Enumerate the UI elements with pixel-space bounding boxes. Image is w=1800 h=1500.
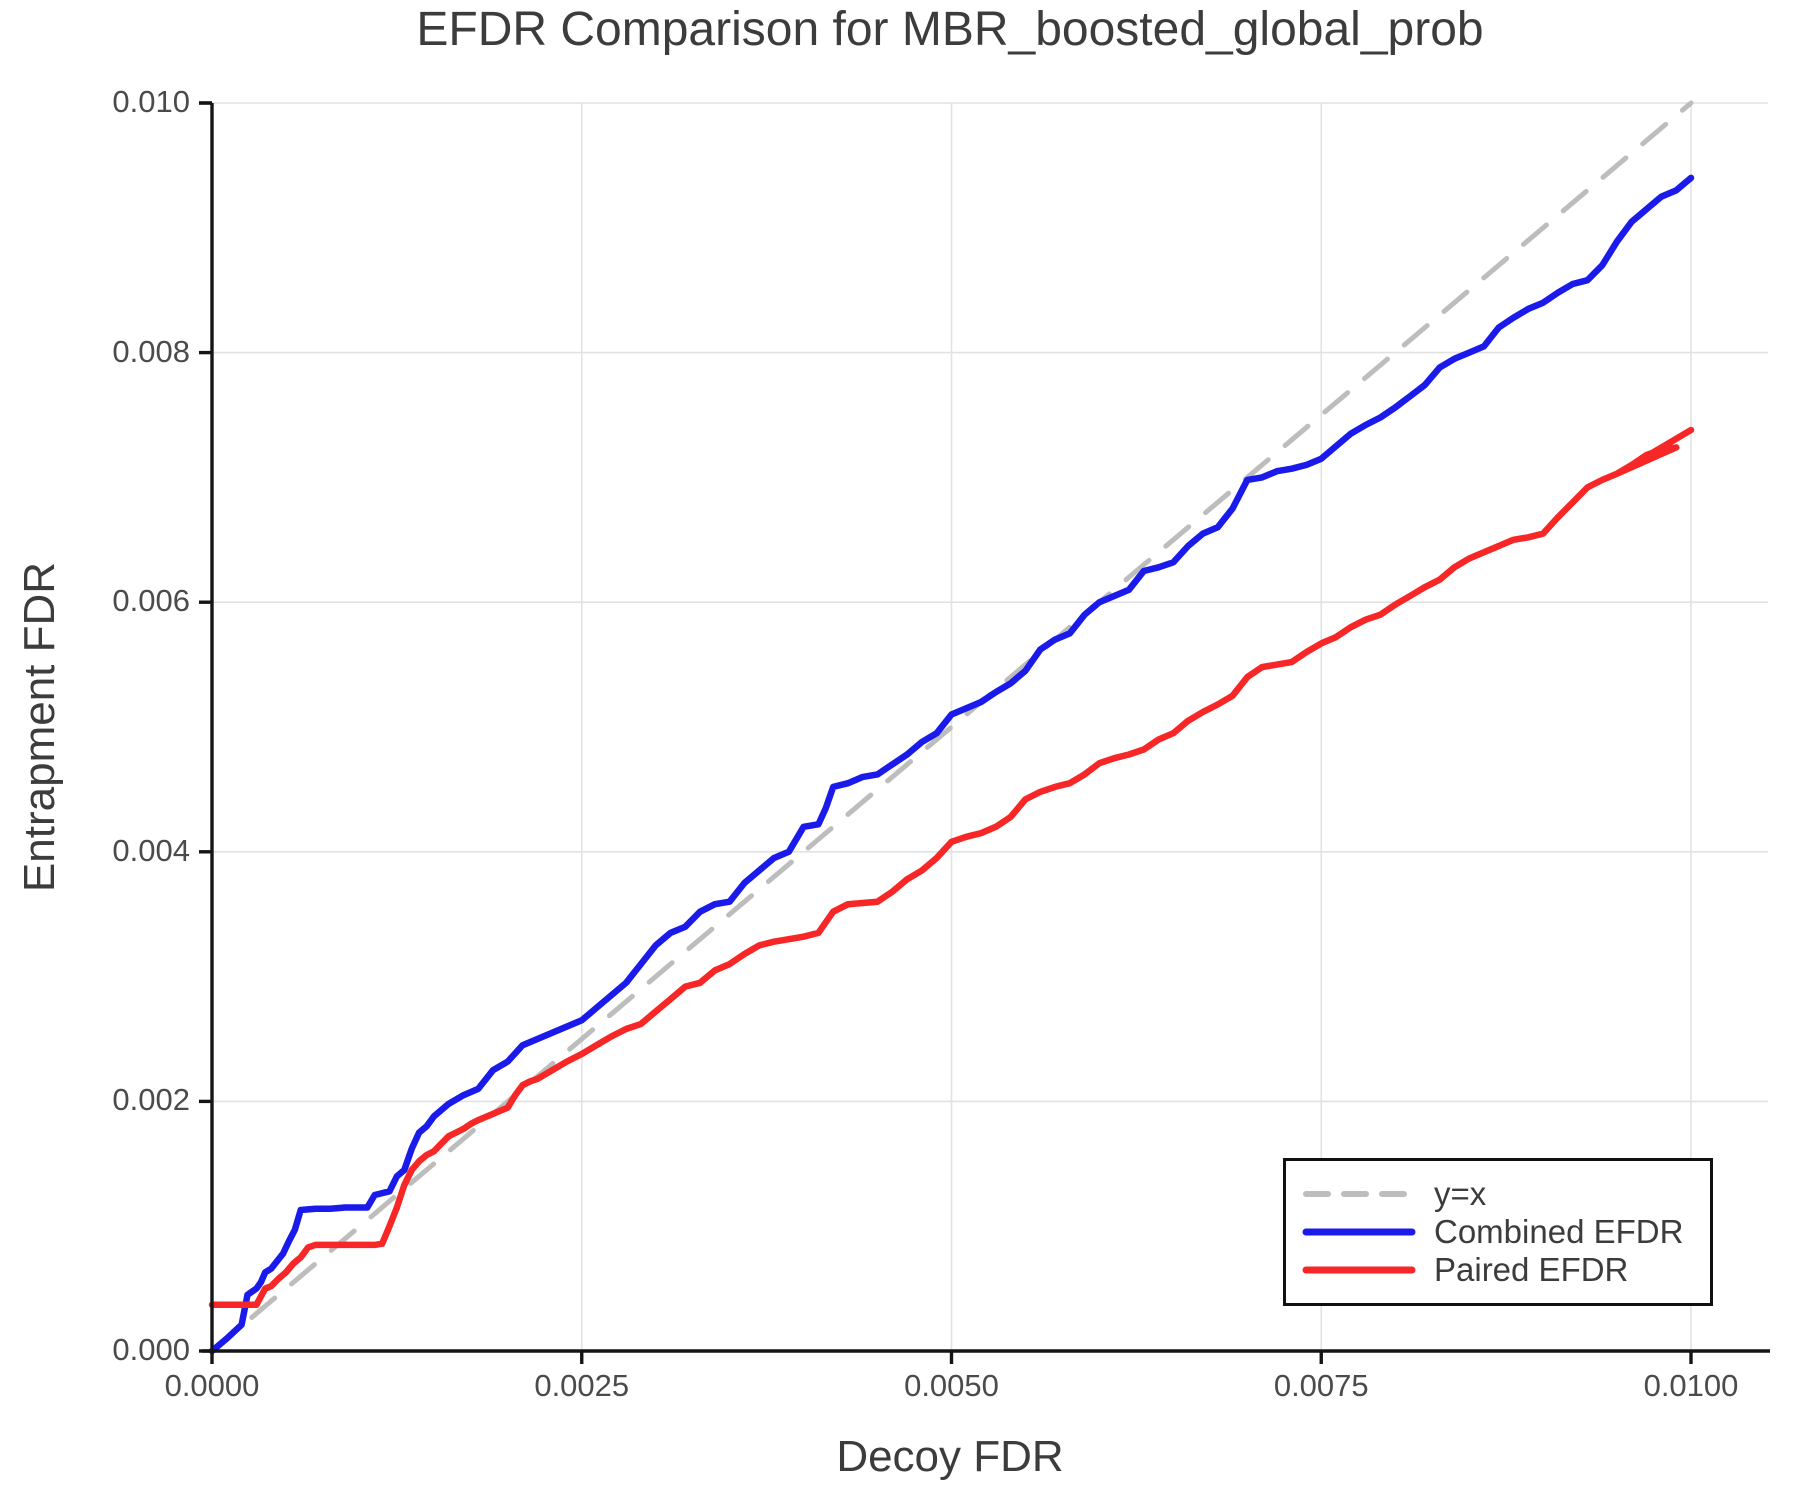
y-tick-label: 0.004 (112, 832, 190, 868)
legend-item-yx: y=x (1300, 1175, 1696, 1213)
x-tick-label: 0.0075 (1273, 1368, 1369, 1403)
x-axis-title: Decoy FDR (836, 1432, 1064, 1481)
y-tick-label: 0.008 (112, 333, 190, 369)
series-y-x (209, 100, 1694, 1354)
legend-item-combined: Combined EFDR (1300, 1213, 1696, 1251)
series-paired-efdr (208, 426, 1695, 1309)
y-axis-title: Entrapment FDR (15, 561, 64, 893)
dashed-line-swatch (1303, 1191, 1415, 1197)
paired-line-swatch (1302, 1266, 1416, 1274)
y-tick-label: 0.010 (112, 84, 190, 119)
combined-line-swatch (1302, 1228, 1416, 1236)
legend-label-combined: Combined EFDR (1434, 1213, 1684, 1250)
legend: y=x Combined EFDR Paired EFDR (1283, 1158, 1713, 1306)
x-tick-label: 0.0100 (1643, 1368, 1739, 1403)
y-tick-label: 0.002 (112, 1082, 190, 1118)
legend-label-yx: y=x (1434, 1175, 1487, 1212)
legend-label-paired: Paired EFDR (1434, 1251, 1629, 1288)
x-tick-label: 0.0025 (534, 1368, 630, 1403)
chart-title: EFDR Comparison for MBR_boosted_global_p… (416, 3, 1484, 56)
x-tick-label: 0.0000 (164, 1368, 260, 1403)
x-tick-label: 0.0050 (904, 1368, 999, 1403)
y-tick-label: 0.006 (112, 583, 190, 619)
y-tick-label: 0.000 (112, 1332, 190, 1367)
series-combined-efdr (208, 174, 1695, 1355)
legend-item-paired: Paired EFDR (1300, 1251, 1696, 1289)
